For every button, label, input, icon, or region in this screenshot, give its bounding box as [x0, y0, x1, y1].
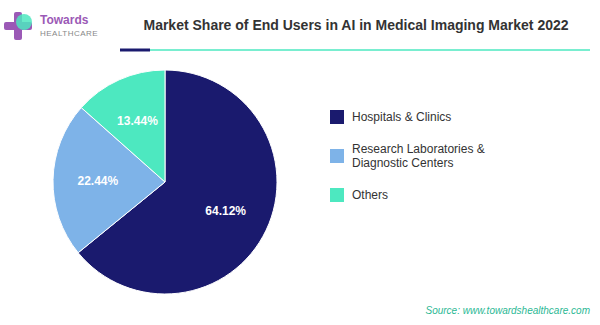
legend-label: Others: [352, 188, 388, 202]
divider: [150, 49, 590, 51]
legend-label: Research Laboratories &Diagnostic Center…: [352, 142, 485, 170]
divider: [120, 49, 150, 52]
legend-swatch: [330, 110, 344, 124]
legend-label: Hospitals & Clinics: [352, 110, 451, 124]
data-label: 22.44%: [77, 174, 118, 188]
source: Source: www.towardshealthcare.com: [425, 305, 590, 316]
slice: [81, 70, 165, 182]
legend-swatch: [330, 149, 344, 163]
legend: Hospitals & Clinics Research Laboratories…: [330, 110, 485, 202]
logo-circle: [16, 14, 32, 30]
logo-text: Towards: [40, 13, 89, 27]
pie: [53, 70, 277, 294]
slice: [78, 70, 277, 294]
logo: [4, 12, 32, 40]
logo-subtext: HEALTHCARE: [40, 29, 98, 38]
data-label: 13.44%: [117, 114, 158, 128]
legend-swatch: [330, 188, 344, 202]
title: Market Share of End Users in AI in Medic…: [143, 17, 568, 33]
data-labels: 64.12% 22.44% 13.44%: [77, 114, 246, 218]
data-label: 64.12%: [205, 204, 246, 218]
chart: Towards HEALTHCARE Market Share of End Use…: [0, 0, 600, 325]
